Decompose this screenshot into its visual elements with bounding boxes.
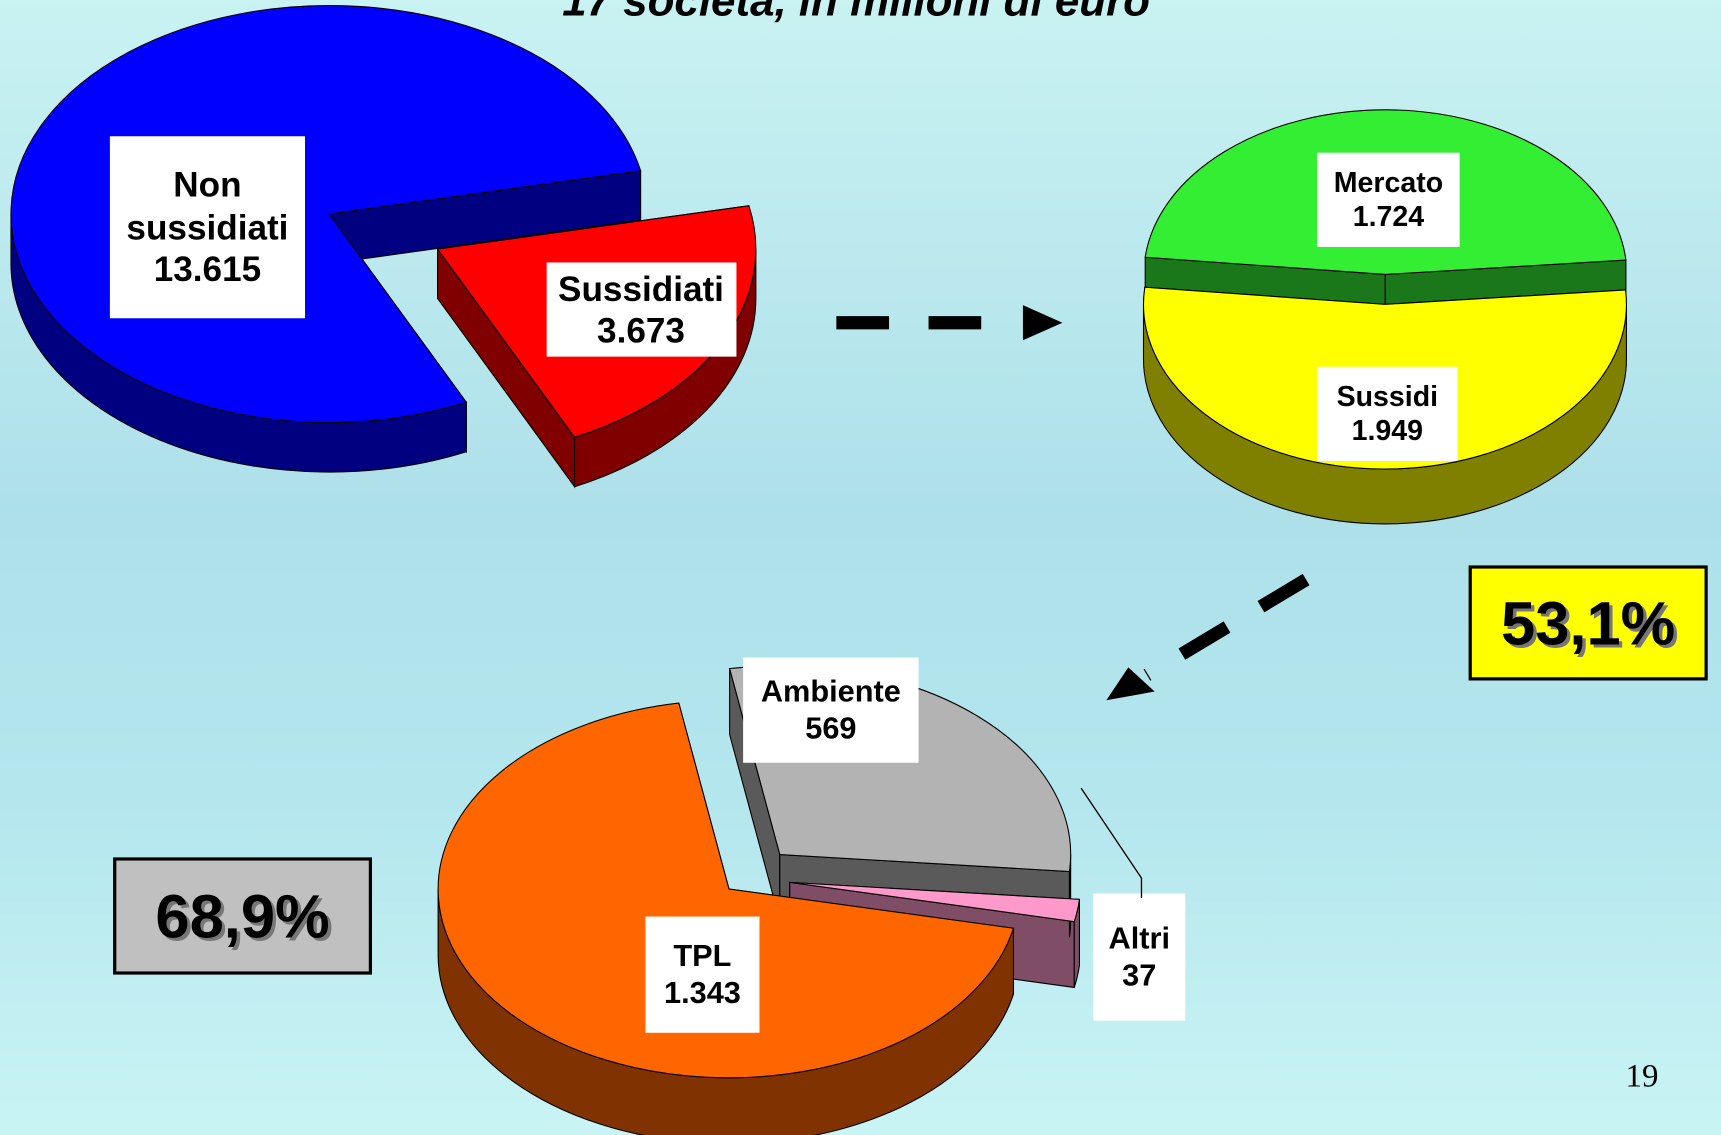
label-text: Non sussidiati (126, 165, 289, 247)
pie (1142, 109, 1627, 525)
label-text: Mercato (1333, 165, 1444, 199)
label-text: TPL (673, 938, 732, 973)
data-label: TPL 1.343 (645, 916, 760, 1033)
label-text: Altri (1108, 921, 1171, 956)
label-text: 1.343 (663, 975, 741, 1010)
label-text: 1.949 (1351, 413, 1424, 447)
label-text: 3.673 (597, 310, 685, 351)
annotation-box: 53,1% (1468, 565, 1708, 681)
arrow-head (1106, 667, 1155, 701)
slice (437, 702, 1015, 1079)
annotation: 53,1% (1468, 565, 1708, 681)
data-label: Sussidiati 3.673 (546, 262, 736, 357)
slice (789, 881, 1081, 923)
leader-line (1080, 787, 1143, 898)
label-text: 37 (1122, 958, 1157, 993)
label-text: Sussidiati (558, 268, 724, 309)
annotation: 68,9% (113, 857, 373, 975)
annotation-box: 68,9% (113, 857, 373, 975)
arrow-right (836, 305, 1063, 341)
data-label: Mercato 1.724 (1317, 152, 1460, 248)
data-label: Sussidi 1.949 (1317, 366, 1458, 462)
page-number: 19 (1626, 1059, 1659, 1095)
chart-title: 17 società, in milioni di euro (562, 0, 1150, 25)
label-text: 13.615 (153, 249, 262, 289)
arrow-shaft (1143, 573, 1310, 681)
arrow-down (1106, 573, 1310, 701)
data-label: Altri 37 (1093, 893, 1186, 1021)
data-label: Non sussidiati 13.615 (109, 136, 306, 319)
label-text: 1.724 (1352, 199, 1425, 233)
label-text: Ambiente (760, 674, 901, 709)
label-text: 569 (805, 711, 857, 746)
data-label: Ambiente 569 (743, 657, 919, 763)
pie (437, 665, 1081, 1135)
label-text: Sussidi (1336, 379, 1439, 413)
arrow-head (1022, 305, 1063, 341)
